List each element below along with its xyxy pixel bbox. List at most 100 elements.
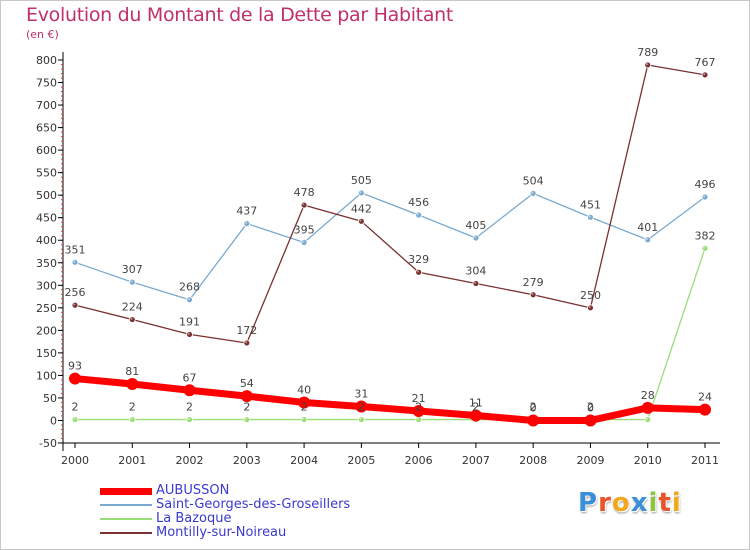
data-point [128,316,136,323]
data-label: 451 [580,198,601,211]
x-tick-label: 2011 [691,454,719,467]
data-label: 28 [641,389,655,402]
x-tick-label: 2002 [176,454,204,467]
series-line-2 [74,247,706,421]
data-label: 504 [523,174,544,187]
data-point [243,339,251,347]
data-label: 437 [236,205,257,218]
data-point [357,416,365,423]
logo-letter: P [578,488,599,518]
data-label: 395 [294,223,315,236]
data-point-highlight [244,341,248,344]
data-point [529,189,537,197]
data-point [701,193,709,201]
y-tick-label: 50 [43,392,57,405]
data-point [587,304,594,312]
data-point [701,71,709,79]
data-labels: 93 81 67 54 40 31 21 11 0 0 28 24 351 307 268 437 395 505… [65,46,716,415]
series-lines [71,64,709,424]
data-point-highlight [244,221,248,224]
data-label: 93 [68,360,82,373]
y-tick-label: 600 [36,144,57,157]
data-point [355,400,368,413]
logo-letter: o [611,488,631,518]
data-point-highlight [302,417,305,420]
x-tick-label: 2004 [290,454,318,467]
y-tick-label: 100 [36,369,57,382]
data-point-highlight [703,72,706,76]
y-tick-label: 400 [36,234,57,247]
data-point [584,414,597,427]
data-point-highlight [474,236,477,239]
y-tick-label: 200 [36,324,57,337]
y-tick-label: 250 [36,302,57,315]
data-point-highlight [359,191,362,194]
data-label: 382 [695,229,716,242]
y-tick-label: 150 [36,347,57,360]
proxiti-logo: Proxiti [578,488,682,518]
data-point [71,416,79,423]
y-tick-label: 0 [50,414,57,427]
data-label: 307 [122,263,143,276]
data-point-highlight [73,303,76,306]
data-point [186,296,193,304]
logo-letter: i [671,488,682,518]
data-label: 505 [351,174,372,187]
data-label: 81 [125,365,139,378]
legend-label: Saint-Georges-des-Groseillers [156,497,351,512]
data-label: 224 [122,301,143,314]
y-tick-label: 450 [36,212,57,225]
data-point-highlight [588,215,591,218]
data-point [415,211,423,219]
data-label: 329 [408,253,429,266]
data-point [300,239,308,246]
data-label: 21 [412,392,426,405]
series-line-3 [74,64,706,344]
data-point-highlight [244,417,248,420]
data-point-highlight [130,417,133,420]
y-tick-label: 350 [36,257,57,270]
y-tick-label: 300 [36,279,57,292]
data-point-highlight [359,219,362,222]
data-label: 767 [695,56,716,69]
data-label: 2 [129,401,136,414]
legend-swatch [100,487,152,495]
data-point-highlight [531,191,534,194]
data-label: 11 [469,397,483,410]
legend-swatch [100,518,152,520]
y-tick-label: -50 [39,437,57,450]
data-label: 351 [65,243,86,256]
data-label: 2 [301,401,308,414]
x-tick-label: 2000 [61,454,89,467]
data-point-highlight [474,281,477,284]
data-label: 31 [354,388,368,401]
logo-letter: x [630,488,649,518]
x-tick-label: 2007 [462,454,490,467]
data-label: 405 [465,219,486,232]
data-point-highlight [73,417,76,420]
data-point [69,372,81,385]
data-label: 250 [580,289,601,302]
data-point [472,234,480,242]
unit-label: (en €) [26,28,59,41]
data-point [644,416,652,423]
data-point-highlight [302,240,305,243]
data-label: 2 [415,401,422,414]
data-point [644,236,652,244]
data-point [71,301,79,309]
data-label: 2 [530,401,537,414]
data-point [298,396,311,409]
x-tick-label: 2001 [118,454,146,467]
logo-letter: i [648,488,659,518]
data-point [240,390,253,403]
data-label: 496 [695,178,716,191]
data-label: 191 [179,315,200,328]
data-point [412,405,425,418]
data-point-highlight [130,280,133,283]
data-point-highlight [416,417,419,420]
data-point [587,213,594,221]
data-point-highlight [588,305,591,309]
logo-letter: r [598,488,612,518]
